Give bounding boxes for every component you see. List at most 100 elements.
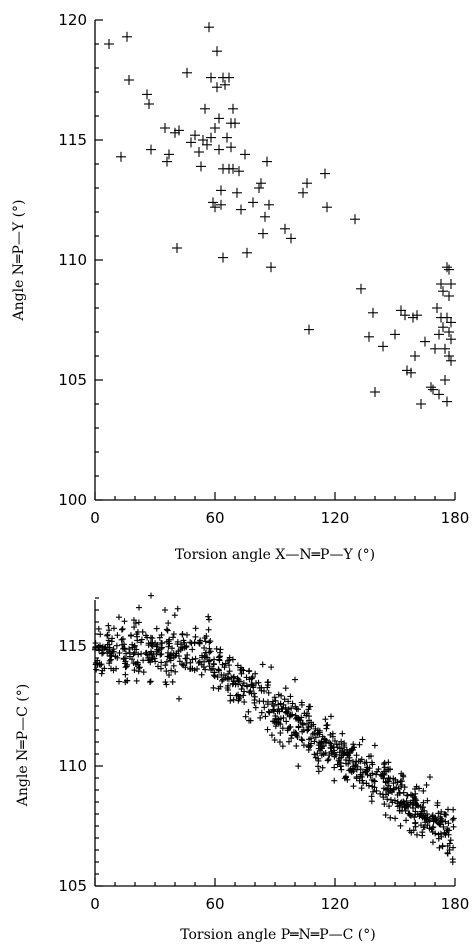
data-point: [216, 649, 223, 656]
data-point: [198, 652, 205, 659]
data-point: [359, 777, 366, 784]
data-point: [243, 674, 250, 681]
data-point: [353, 752, 360, 759]
data-point: [110, 625, 117, 632]
data-point: [315, 763, 322, 770]
data-point: [320, 742, 327, 749]
data-point: [289, 700, 296, 707]
data-point: [158, 659, 165, 666]
data-point: [338, 745, 345, 752]
data-point: [240, 149, 250, 160]
data-point: [440, 823, 447, 830]
data-point: [269, 701, 276, 708]
data-point: [265, 708, 272, 715]
data-point: [357, 758, 364, 765]
data-point: [234, 166, 244, 177]
data-point: [236, 204, 246, 215]
data-point: [400, 773, 407, 780]
data-point: [180, 637, 187, 644]
data-point: [275, 691, 282, 698]
data-point: [398, 778, 405, 785]
data-point: [218, 252, 228, 263]
data-point: [108, 638, 115, 645]
data-point: [164, 653, 171, 660]
data-point: [364, 764, 371, 771]
data-point: [322, 202, 332, 213]
data-point: [118, 626, 125, 633]
data-point: [406, 812, 413, 819]
data-point: [149, 639, 156, 646]
data-point: [280, 714, 287, 721]
data-point: [261, 688, 268, 695]
data-point: [215, 667, 222, 674]
data-point: [365, 782, 372, 789]
data-point: [136, 664, 143, 671]
data-point: [213, 645, 220, 652]
data-point: [210, 672, 217, 679]
data-point: [204, 22, 214, 33]
data-point: [360, 780, 367, 787]
data-point: [337, 760, 344, 767]
data-point: [268, 664, 275, 671]
data-point: [148, 648, 155, 655]
data-point: [450, 823, 457, 830]
data-point: [444, 842, 451, 849]
data-point: [110, 667, 117, 674]
data-point: [99, 643, 106, 650]
data-point: [420, 799, 427, 806]
data-point: [304, 324, 314, 335]
data-point: [195, 659, 202, 666]
data-point: [442, 818, 449, 825]
data-point: [157, 651, 164, 658]
data-point: [444, 264, 454, 275]
data-point: [133, 661, 140, 668]
data-point: [242, 713, 249, 720]
data-point: [205, 626, 212, 633]
data-point: [343, 746, 350, 753]
data-point: [245, 708, 252, 715]
data-point: [158, 651, 165, 658]
data-point: [249, 674, 256, 681]
data-point: [271, 694, 278, 701]
data-point: [364, 331, 374, 342]
data-point: [356, 283, 366, 294]
data-point: [119, 635, 126, 642]
data-point: [417, 811, 424, 818]
data-point: [264, 726, 271, 733]
data-point: [315, 727, 322, 734]
data-point: [354, 763, 361, 770]
data-point: [272, 723, 279, 730]
data-point: [398, 770, 405, 777]
data-point: [331, 764, 338, 771]
data-point: [442, 312, 452, 323]
data-point: [414, 831, 421, 838]
data-point: [210, 661, 217, 668]
data-point: [172, 668, 179, 675]
data-point: [131, 643, 138, 650]
data-point: [397, 822, 404, 829]
data-point: [266, 262, 276, 273]
data-point: [380, 761, 387, 768]
data-point: [251, 699, 258, 706]
data-point: [405, 810, 412, 817]
data-point: [264, 199, 274, 210]
data-point: [339, 730, 346, 737]
data-point: [98, 670, 105, 677]
data-point: [140, 657, 147, 664]
data-point: [261, 704, 268, 711]
data-point: [362, 769, 369, 776]
data-point: [437, 830, 444, 837]
data-point: [158, 639, 165, 646]
data-point: [202, 666, 209, 673]
data-point: [163, 626, 170, 633]
data-point: [390, 329, 400, 340]
data-point: [381, 764, 388, 771]
data-point: [349, 746, 356, 753]
data-point: [196, 639, 203, 646]
data-point: [211, 673, 218, 680]
data-point: [166, 672, 173, 679]
data-point: [299, 737, 306, 744]
data-point: [216, 199, 226, 210]
data-point: [440, 343, 450, 354]
data-point: [154, 641, 161, 648]
